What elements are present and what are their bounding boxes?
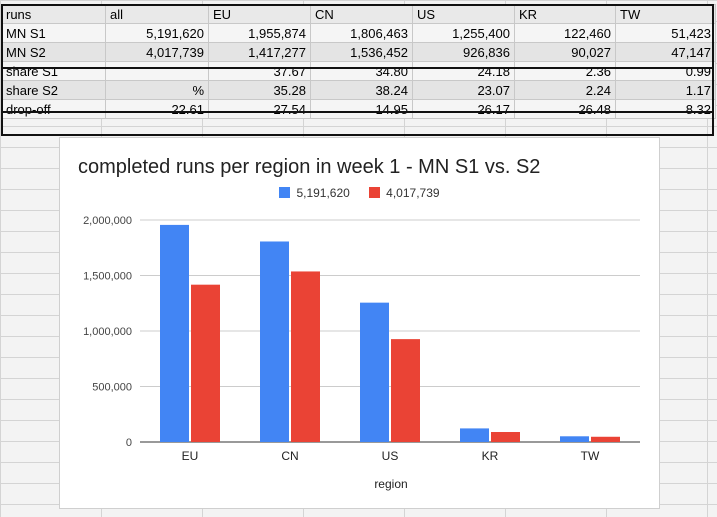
bar-chart[interactable]: completed runs per region in week 1 - MN… [59, 137, 660, 509]
table-row: MN S1 5,191,620 1,955,874 1,806,463 1,255,40… [1, 23, 716, 43]
value-cell[interactable]: 23.07 [412, 80, 515, 100]
x-axis-title: region [374, 477, 407, 491]
value-cell[interactable]: 34.80 [310, 61, 413, 81]
value-cell[interactable] [105, 61, 209, 81]
value-cell[interactable]: 47,147 [615, 42, 716, 62]
value-cell[interactable]: 1.17 [615, 80, 716, 100]
row-label-cell[interactable]: MN S2 [1, 42, 106, 62]
bar-us-series-2[interactable] [391, 339, 420, 442]
table-row: share S1 37.67 34.80 24.18 2.36 0.99 [1, 61, 716, 81]
table-row: drop-off 22.61 27.54 14.95 26.17 26.48 8.32 [1, 99, 716, 119]
legend-swatch-series-1 [279, 187, 291, 198]
table-row: share S2% 35.28 38.24 23.07 2.24 1.17 [1, 80, 716, 100]
data-table: runs all EU CN US KR TW MN S1 5,191,620 1,955,874… [1, 4, 716, 119]
value-cell[interactable]: 24.18 [412, 61, 515, 81]
header-cell-6[interactable]: TW [615, 4, 716, 24]
chart-title: completed runs per region in week 1 - MN… [78, 156, 541, 178]
value-cell[interactable]: 27.54 [208, 99, 311, 119]
value-cell[interactable]: 1,417,277 [208, 42, 311, 62]
value-cell[interactable]: 90,027 [514, 42, 616, 62]
bar-kr-series-1[interactable] [460, 428, 489, 442]
x-tick-label: US [382, 449, 399, 463]
value-cell[interactable]: 37.67 [208, 61, 311, 81]
bar-cn-series-1[interactable] [260, 241, 289, 442]
x-tick-label: TW [581, 449, 600, 463]
value-cell[interactable]: 38.24 [310, 80, 413, 100]
y-tick-label: 0 [126, 437, 132, 449]
row-label-cell[interactable]: share S2 [1, 80, 106, 100]
value-cell[interactable]: 26.48 [514, 99, 616, 119]
header-cell-3[interactable]: CN [310, 4, 413, 24]
chart-legend: 5,191,620 4,017,739 [60, 186, 659, 200]
x-tick-label: KR [482, 449, 499, 463]
header-cell-1[interactable]: all [105, 4, 209, 24]
value-cell[interactable]: 1,255,400 [412, 23, 515, 43]
y-tick-label: 2,000,000 [83, 215, 132, 227]
header-row: runs all EU CN US KR TW [1, 4, 716, 24]
value-cell[interactable]: 35.28 [208, 80, 311, 100]
bar-kr-series-2[interactable] [491, 432, 520, 442]
bar-eu-series-1[interactable] [160, 224, 189, 442]
value-cell[interactable]: % [105, 80, 209, 100]
bar-eu-series-2[interactable] [191, 284, 220, 442]
header-cell-0[interactable]: runs [1, 4, 106, 24]
header-cell-4[interactable]: US [412, 4, 515, 24]
value-cell[interactable]: 2.24 [514, 80, 616, 100]
bar-us-series-1[interactable] [360, 302, 389, 442]
value-cell[interactable]: 2.36 [514, 61, 616, 81]
y-tick-label: 1,000,000 [83, 326, 132, 338]
bar-tw-series-2[interactable] [591, 436, 620, 442]
value-cell[interactable]: 26.17 [412, 99, 515, 119]
x-tick-label: CN [281, 449, 298, 463]
legend-item-series-1[interactable]: 5,191,620 [279, 186, 350, 200]
value-cell[interactable]: 1,536,452 [310, 42, 413, 62]
legend-label-series-1: 5,191,620 [296, 186, 350, 200]
value-cell[interactable]: 8.32 [615, 99, 716, 119]
value-cell[interactable]: 4,017,739 [105, 42, 209, 62]
y-tick-label: 1,500,000 [83, 271, 132, 283]
value-cell[interactable]: 1,806,463 [310, 23, 413, 43]
value-cell[interactable]: 926,836 [412, 42, 515, 62]
row-label-cell[interactable]: MN S1 [1, 23, 106, 43]
table-row: MN S2 4,017,739 1,417,277 1,536,452 926,836 9… [1, 42, 716, 62]
value-cell[interactable]: 14.95 [310, 99, 413, 119]
value-cell[interactable]: 22.61 [105, 99, 209, 119]
value-cell[interactable]: 0.99 [615, 61, 716, 81]
x-tick-label: EU [182, 449, 199, 463]
plot-area: 0 500,000 1,000,000 1,500,000 2,000,000 EU CN U… [83, 215, 640, 491]
value-cell[interactable]: 1,955,874 [208, 23, 311, 43]
y-tick-label: 500,000 [92, 382, 132, 394]
header-cell-2[interactable]: EU [208, 4, 311, 24]
value-cell[interactable]: 5,191,620 [105, 23, 209, 43]
legend-swatch-series-2 [369, 187, 381, 198]
row-label-cell[interactable]: share S1 [1, 61, 106, 81]
value-cell[interactable]: 122,460 [514, 23, 616, 43]
legend-label-series-2: 4,017,739 [386, 186, 440, 200]
legend-item-series-2[interactable]: 4,017,739 [369, 186, 440, 200]
header-cell-5[interactable]: KR [514, 4, 616, 24]
value-cell[interactable]: 51,423 [615, 23, 716, 43]
bar-cn-series-2[interactable] [291, 271, 320, 442]
row-label-cell[interactable]: drop-off [1, 99, 106, 119]
bar-tw-series-1[interactable] [560, 436, 589, 442]
